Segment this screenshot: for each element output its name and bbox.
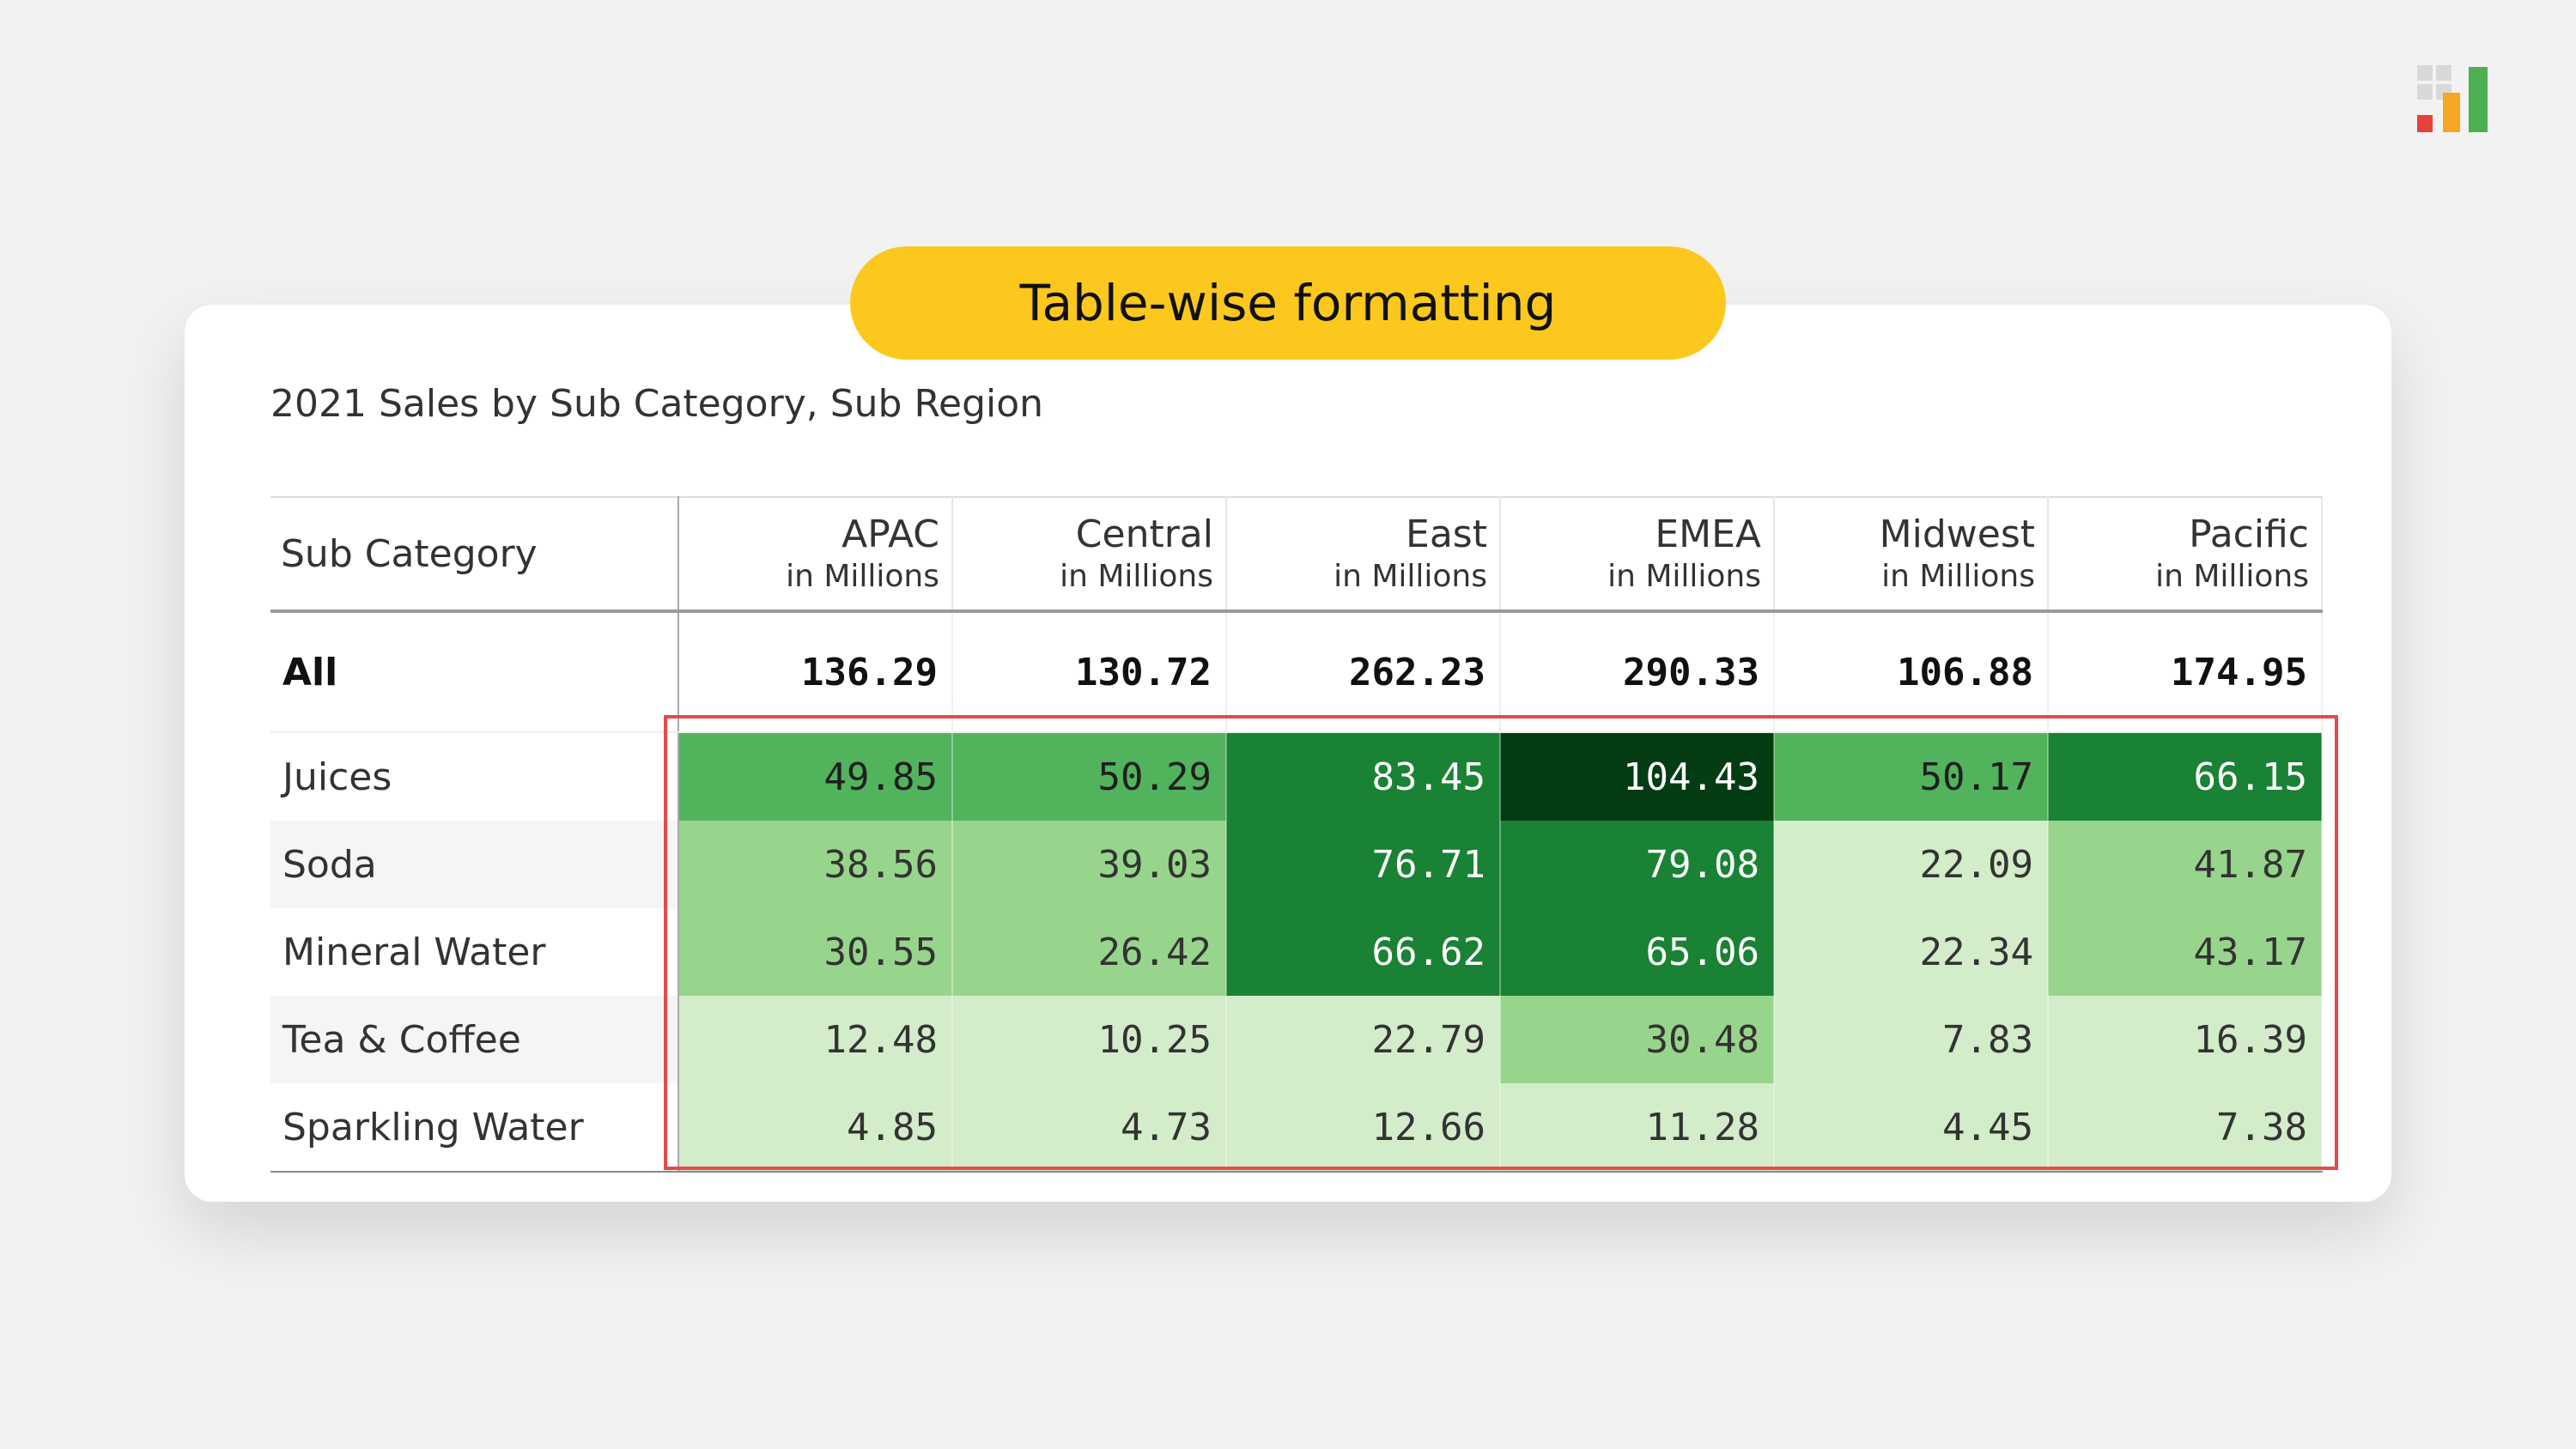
column-header-unit: in Millions (1881, 559, 2035, 594)
row-label: Sparkling Water (270, 1083, 679, 1173)
column-header-sub-category[interactable]: Sub Category (270, 496, 679, 611)
column-header-name: APAC (841, 512, 939, 556)
value-cell: 22.79 (1226, 996, 1501, 1083)
value-cell: 104.43 (1500, 732, 1775, 821)
value-cell: 7.38 (2048, 1083, 2323, 1173)
column-header[interactable]: Central in Millions (952, 496, 1227, 611)
total-cell: 262.23 (1226, 609, 1501, 733)
column-header-unit: in Millions (1607, 559, 1761, 594)
value-cell: 39.03 (952, 821, 1227, 908)
total-row: All 136.29 130.72 262.23 290.33 106.88 1… (270, 609, 2323, 733)
formatting-badge: Table-wise formatting (850, 246, 1726, 360)
total-cell: 174.95 (2048, 609, 2323, 733)
table-row: Juices 49.85 50.29 83.45 104.43 50.17 66… (270, 732, 2323, 821)
value-cell: 22.09 (1774, 821, 2049, 908)
column-header-unit: in Millions (1334, 559, 1487, 594)
value-cell: 4.73 (952, 1083, 1227, 1173)
value-cell: 26.42 (952, 908, 1227, 996)
formatting-badge-label: Table-wise formatting (1019, 274, 1557, 332)
value-cell: 4.45 (1774, 1083, 2049, 1173)
sales-matrix: Sub Category APAC in Millions Central in M… (270, 496, 2323, 1173)
table-row: Sparkling Water 4.85 4.73 12.66 11.28 4.… (270, 1083, 2323, 1173)
value-cell: 49.85 (678, 732, 953, 821)
total-cell: 106.88 (1774, 609, 2049, 733)
column-header-unit: in Millions (2155, 559, 2309, 594)
value-cell: 12.48 (678, 996, 953, 1083)
total-cell: 290.33 (1500, 609, 1775, 733)
table-row: Tea & Coffee 12.48 10.25 22.79 30.48 7.8… (270, 996, 2323, 1083)
value-cell: 79.08 (1500, 821, 1775, 908)
column-header[interactable]: Midwest in Millions (1774, 496, 2049, 611)
value-cell: 65.06 (1500, 908, 1775, 996)
value-cell: 22.34 (1774, 908, 2049, 996)
table-row: Soda 38.56 39.03 76.71 79.08 22.09 41.87 (270, 821, 2323, 908)
value-cell: 66.62 (1226, 908, 1501, 996)
value-cell: 7.83 (1774, 996, 2049, 1083)
column-header-name: East (1406, 512, 1487, 556)
column-header-name: Central (1075, 512, 1213, 556)
total-cell: 136.29 (678, 609, 953, 733)
row-label: Soda (270, 821, 679, 908)
row-label: Juices (270, 732, 679, 821)
value-cell: 76.71 (1226, 821, 1501, 908)
value-cell: 10.25 (952, 996, 1227, 1083)
column-header-unit: in Millions (786, 559, 939, 594)
column-header-name: Midwest (1879, 512, 2035, 556)
value-cell: 4.85 (678, 1083, 953, 1173)
value-cell: 83.45 (1226, 732, 1501, 821)
column-header[interactable]: APAC in Millions (678, 496, 953, 611)
total-cell: 130.72 (952, 609, 1227, 733)
value-cell: 66.15 (2048, 732, 2323, 821)
column-header-unit: in Millions (1060, 559, 1213, 594)
value-cell: 30.55 (678, 908, 953, 996)
highlight-box (664, 715, 2338, 1170)
row-label: Mineral Water (270, 908, 679, 996)
column-header[interactable]: East in Millions (1226, 496, 1501, 611)
row-label: Tea & Coffee (270, 996, 679, 1083)
column-header-name: EMEA (1655, 512, 1761, 556)
value-cell: 11.28 (1500, 1083, 1775, 1173)
chart-title: 2021 Sales by Sub Category, Sub Region (270, 382, 1044, 426)
value-cell: 43.17 (2048, 908, 2323, 996)
column-header[interactable]: Pacific in Millions (2048, 496, 2323, 611)
value-cell: 38.56 (678, 821, 953, 908)
value-cell: 50.17 (1774, 732, 2049, 821)
column-header-name: Pacific (2189, 512, 2309, 556)
value-cell: 50.29 (952, 732, 1227, 821)
app-logo-icon (2417, 65, 2488, 132)
table-row: Mineral Water 30.55 26.42 66.62 65.06 22… (270, 908, 2323, 996)
total-row-label: All (270, 609, 679, 733)
column-header[interactable]: EMEA in Millions (1500, 496, 1775, 611)
value-cell: 41.87 (2048, 821, 2323, 908)
value-cell: 30.48 (1500, 996, 1775, 1083)
value-cell: 12.66 (1226, 1083, 1501, 1173)
value-cell: 16.39 (2048, 996, 2323, 1083)
header-row: Sub Category APAC in Millions Central in M… (270, 496, 2323, 611)
